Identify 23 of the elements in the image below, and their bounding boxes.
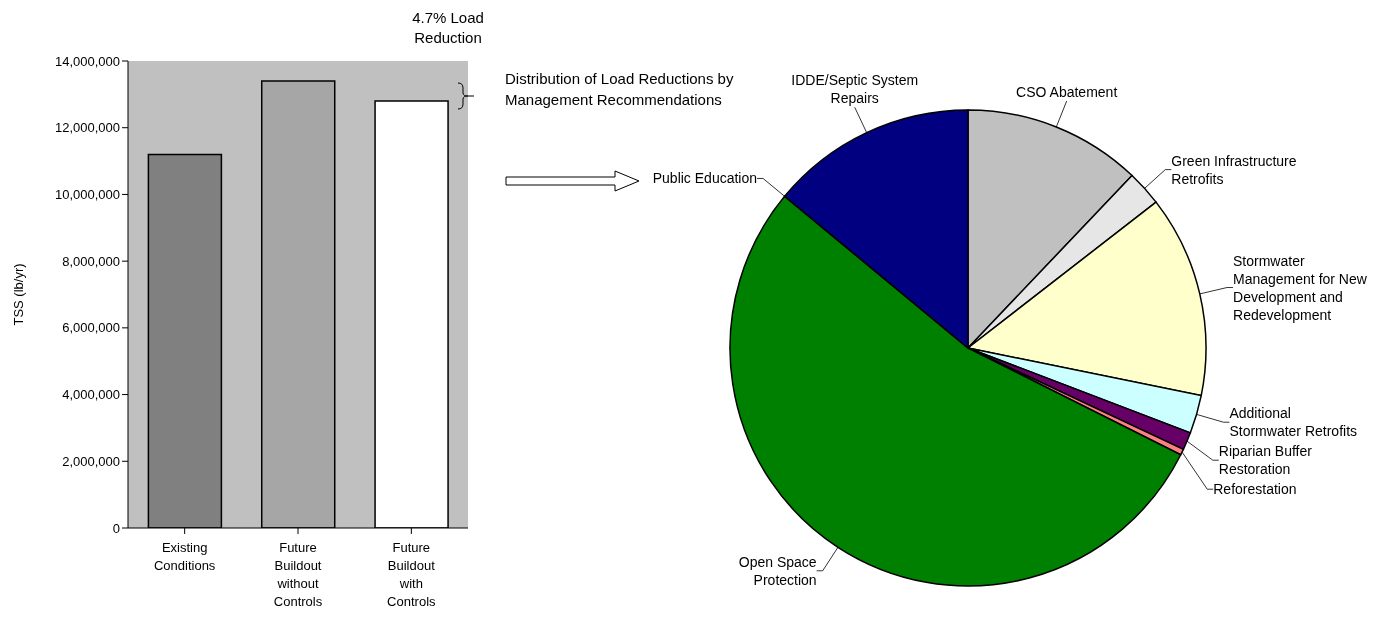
- x-tick-label: Future Buildout with Controls: [387, 540, 437, 609]
- slice-label: IDDE/Septic System Repairs: [791, 72, 919, 107]
- x-tick-label: Future Buildout without Controls: [273, 540, 323, 609]
- y-tick-label: 14,000,000: [54, 53, 120, 69]
- y-tick-label: 2,000,000: [62, 453, 120, 469]
- y-axis-title: TSS (lb/yr): [10, 263, 26, 326]
- y-tick-label: 0: [112, 520, 120, 536]
- slice-label: Open Space Protection: [738, 553, 817, 588]
- slice-label: Green Infrastructure Retrofits: [1171, 152, 1297, 187]
- slice-label: Stormwater Management for New Development and Redevelopment: [1233, 252, 1368, 323]
- y-tick-label: 8,000,000: [62, 253, 120, 269]
- y-tick-label: 4,000,000: [62, 387, 120, 403]
- slice-label: Riparian Buffer Restoration: [1218, 443, 1313, 478]
- y-tick-label: 10,000,000: [54, 187, 120, 203]
- x-tick-label: Existing Conditions: [153, 540, 216, 573]
- slice-label: Reforestation: [1213, 481, 1297, 498]
- y-tick-label: 12,000,000: [54, 120, 120, 136]
- text: Distribution of Load Reductions by Management Recommendations: [505, 69, 735, 110]
- slice-label: Additional Stormwater Retrofits: [1229, 405, 1358, 440]
- text: 4.7% Load Reduction: [411, 8, 485, 48]
- slice-label: CSO Abatement: [1016, 83, 1118, 100]
- y-tick-label: 6,000,000: [62, 320, 120, 336]
- legend-label: Public Education: [652, 170, 758, 187]
